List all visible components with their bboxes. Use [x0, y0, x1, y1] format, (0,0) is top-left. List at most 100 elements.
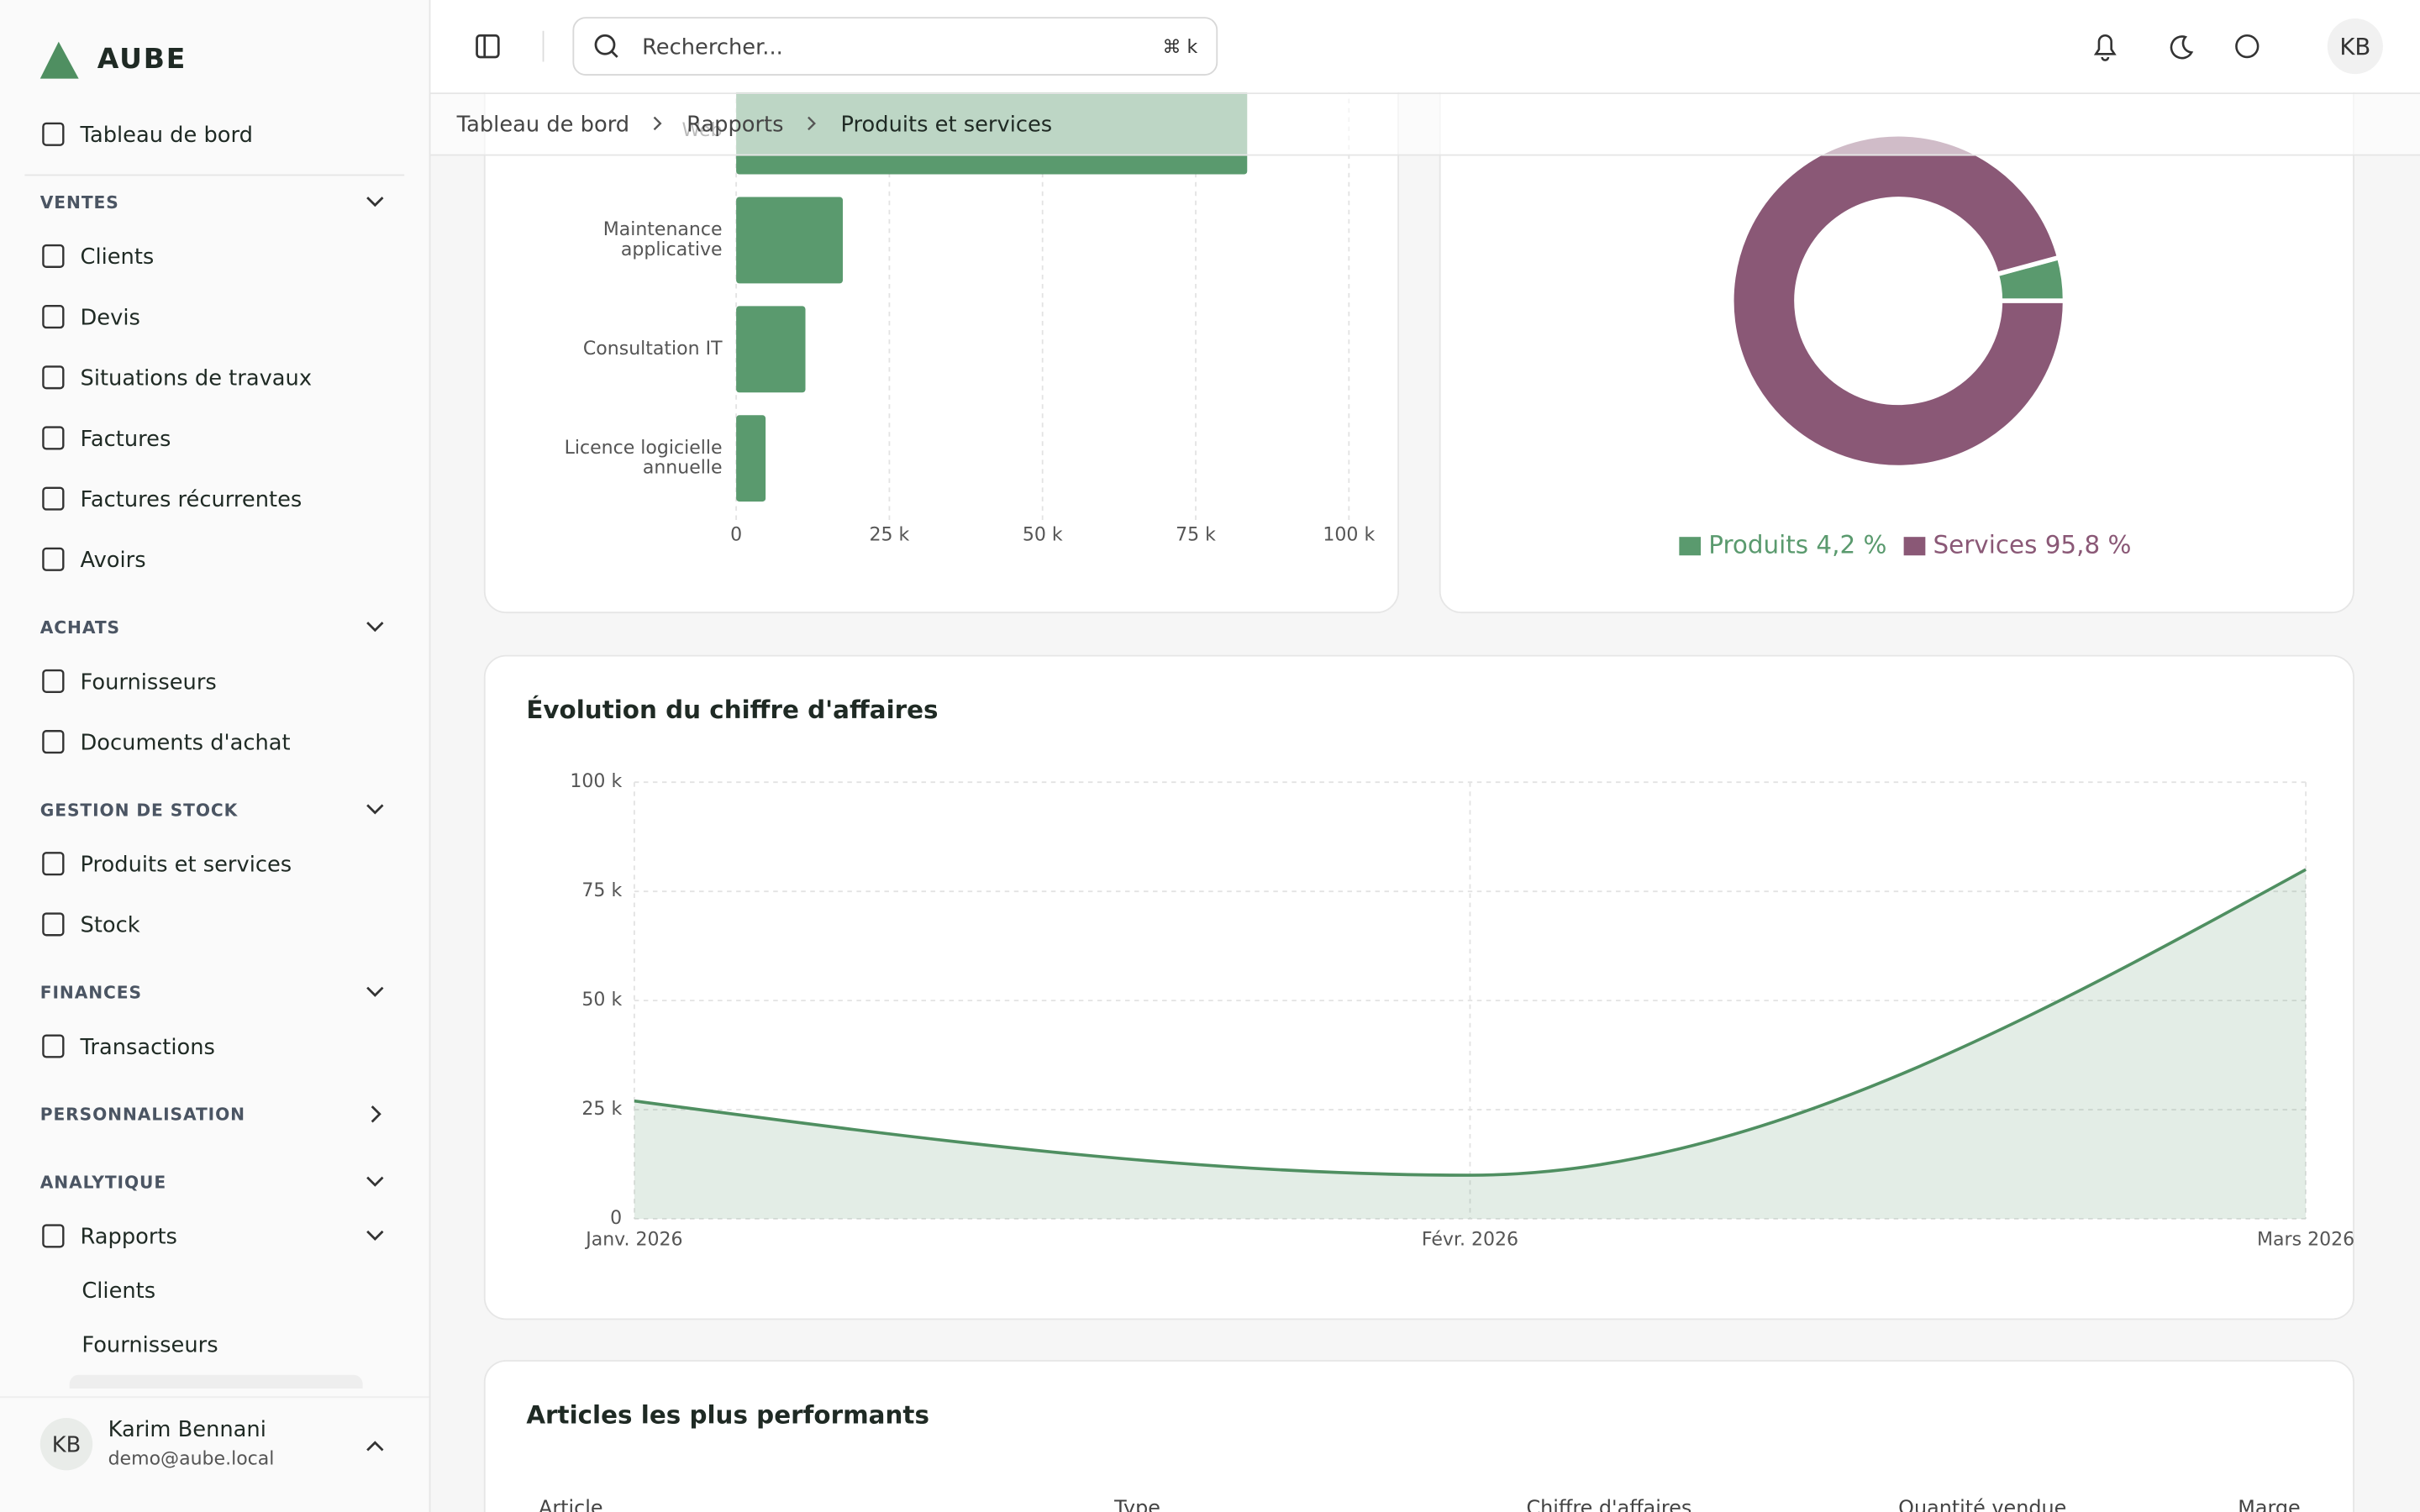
- column-header[interactable]: Marge: [2238, 1496, 2300, 1512]
- y-tick-label: 0: [610, 1208, 622, 1229]
- area: [634, 869, 2307, 1220]
- breadcrumb-item: Produits et services: [840, 112, 1052, 137]
- breadcrumb-item[interactable]: Tableau de bord: [456, 112, 629, 137]
- theme-icon[interactable]: [2170, 35, 2194, 60]
- column-header[interactable]: Article: [539, 1496, 603, 1512]
- nav-subitem[interactable]: Fournisseurs: [82, 1332, 218, 1357]
- nav-icon: [42, 912, 65, 937]
- x-tick-label: 0: [730, 524, 742, 545]
- nav-icon: [42, 669, 65, 693]
- y-tick-label: Consultation IT: [583, 339, 723, 360]
- bar: [736, 197, 844, 284]
- breadcrumb-bar: [430, 94, 2420, 156]
- nav-item[interactable]: Rapports: [81, 1225, 177, 1250]
- avatar-initials: KB: [2339, 34, 2370, 60]
- search-icon-handle: [611, 50, 618, 58]
- search-placeholder: Rechercher...: [642, 34, 783, 60]
- nav-icon: [42, 1034, 65, 1058]
- table-title: Articles les plus performants: [526, 1401, 929, 1430]
- legend-label: Produits 4,2 %: [1708, 531, 1886, 559]
- user-menu-chevron[interactable]: [366, 1441, 384, 1452]
- section-title[interactable]: ACHATS: [40, 617, 120, 638]
- y-tick-label: Licence logicielle annuelle: [565, 438, 723, 479]
- palette-icon[interactable]: [2235, 34, 2260, 59]
- nav-item[interactable]: Tableau de bord: [80, 123, 253, 148]
- table-header: Article Type Chiffre d'affaires Quantité ve…: [539, 1496, 2301, 1512]
- line: [634, 868, 2307, 1177]
- user-initials: KB: [52, 1433, 82, 1458]
- nav-icon: [42, 852, 65, 876]
- nav-item[interactable]: Situations de travaux: [81, 366, 313, 391]
- section-chevron: [366, 197, 384, 207]
- breadcrumb: Tableau de bord Rapports Produits et servi…: [456, 112, 1053, 137]
- nav-item[interactable]: Avoirs: [81, 548, 146, 573]
- section-chevron: [366, 1176, 384, 1187]
- nav-icon: [42, 730, 65, 754]
- search-box[interactable]: [572, 17, 1218, 76]
- x-tick-label: 75 k: [1176, 524, 1216, 545]
- section-title[interactable]: GESTION DE STOCK: [40, 800, 239, 820]
- breadcrumb-sep: [653, 116, 662, 131]
- search-icon: [594, 34, 616, 55]
- breadcrumb-sep: [808, 116, 816, 131]
- nav-item[interactable]: Transactions: [80, 1035, 215, 1060]
- nav-icon: [42, 547, 65, 571]
- nav-item[interactable]: Devis: [81, 305, 140, 330]
- nav-item[interactable]: Documents d'achat: [81, 730, 291, 755]
- sidebar-toggle[interactable]: [476, 34, 500, 59]
- x-tick-label: 25 k: [870, 524, 910, 545]
- section-chevron: [366, 804, 384, 815]
- nav-item[interactable]: Stock: [81, 913, 140, 938]
- brand-name: AUBE: [97, 42, 187, 75]
- x-tick-label: Janv. 2026: [584, 1230, 682, 1251]
- user-email: demo@aube.local: [108, 1449, 275, 1470]
- section-title[interactable]: VENTES: [40, 192, 119, 213]
- breadcrumb-item[interactable]: Rapports: [687, 112, 783, 137]
- nav-active: [69, 1374, 363, 1389]
- section-title[interactable]: ANALYTIQUE: [40, 1172, 166, 1192]
- bar: [736, 306, 806, 393]
- nav-subitem[interactable]: Clients: [82, 1278, 155, 1304]
- y-tick-label: Maintenance applicative: [603, 219, 723, 260]
- nav-icon: [42, 486, 65, 511]
- column-header[interactable]: Chiffre d'affaires: [1527, 1496, 1692, 1512]
- nav: Tableau de bord VENTES Clients Devis Situati…: [24, 122, 405, 1412]
- legend-swatch: [1679, 537, 1702, 556]
- user-avatar: [39, 1417, 93, 1471]
- item-chevron: [366, 1230, 384, 1242]
- nav-item[interactable]: Fournisseurs: [81, 669, 217, 695]
- section-title[interactable]: FINANCES: [40, 983, 142, 1003]
- nav-item[interactable]: Clients: [81, 244, 155, 270]
- x-tick-label: 100 k: [1323, 524, 1375, 545]
- line-card: [483, 654, 2354, 1320]
- avatar[interactable]: [2327, 18, 2383, 75]
- search-shortcut: ⌘ k: [1163, 37, 1198, 58]
- section-chevron: [366, 622, 384, 633]
- brand-logo: [39, 41, 79, 79]
- nav-icon: [42, 305, 65, 329]
- nav-item[interactable]: Factures récurrentes: [81, 487, 302, 512]
- y-tick-label: 50 k: [581, 990, 622, 1011]
- nav-icon: [42, 426, 65, 450]
- sidebar: [0, 0, 429, 1512]
- y-tick-label: 100 k: [570, 771, 622, 792]
- table-card: [483, 1360, 2354, 1512]
- x-tick-label: Mars 2026: [2257, 1230, 2354, 1251]
- bar: [736, 415, 766, 502]
- user-name: Karim Bennani: [108, 1417, 266, 1442]
- column-header[interactable]: Quantité vendue: [1898, 1496, 2066, 1512]
- nav-item[interactable]: Factures: [81, 427, 171, 452]
- section-title[interactable]: PERSONNALISATION: [40, 1105, 245, 1125]
- x-tick-label: 50 k: [1023, 524, 1063, 545]
- column-header[interactable]: Type: [1113, 1496, 1160, 1512]
- section-chevron: [366, 986, 384, 997]
- nav-item[interactable]: Produits et services: [81, 853, 292, 878]
- x-tick-label: Févr. 2026: [1422, 1230, 1518, 1251]
- legend-swatch: [1903, 537, 1926, 556]
- nav-subitem[interactable]: Produits: [82, 1387, 169, 1412]
- y-tick-label: 25 k: [581, 1099, 622, 1120]
- notifications-icon[interactable]: [2093, 34, 2117, 61]
- line-title: Évolution du chiffre d'affaires: [526, 695, 938, 724]
